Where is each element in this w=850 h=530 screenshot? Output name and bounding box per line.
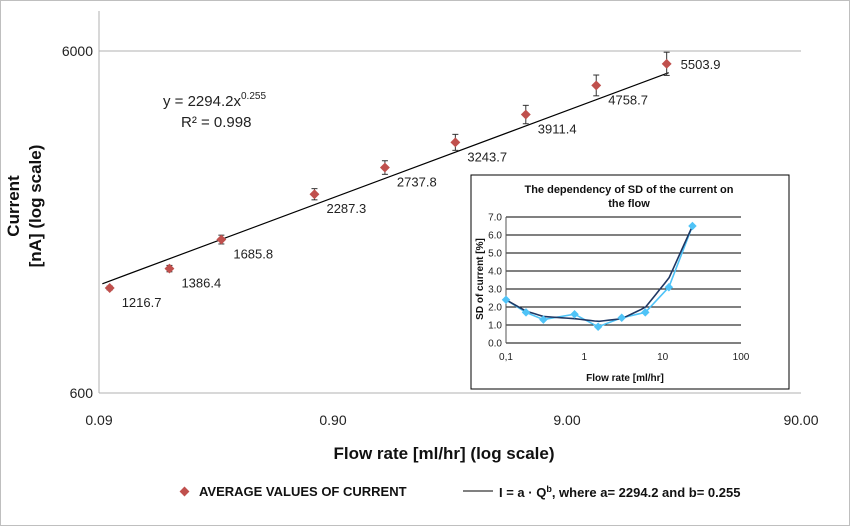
data-point bbox=[661, 58, 672, 69]
inset-data-point bbox=[501, 295, 511, 305]
data-point bbox=[520, 109, 531, 120]
inset-title-line1: The dependency of SD of the current on bbox=[524, 184, 733, 196]
inset-y-tick-label: 1.0 bbox=[488, 321, 502, 332]
inset-x-tick-label: 10 bbox=[657, 352, 669, 363]
data-point bbox=[591, 80, 602, 91]
main-x-tick-label: 90.00 bbox=[783, 412, 818, 428]
inset-y-tick-label: 4.0 bbox=[488, 267, 502, 278]
inset-data-point bbox=[593, 322, 603, 332]
data-label: 1216.7 bbox=[122, 295, 162, 310]
data-label: 5503.9 bbox=[681, 57, 721, 72]
inset-y-tick-label: 5.0 bbox=[488, 249, 502, 260]
inset-y-tick-label: 2.0 bbox=[488, 303, 502, 314]
inset-data-point bbox=[570, 309, 579, 319]
inset-data-point bbox=[641, 308, 650, 317]
inset-trend-line bbox=[505, 225, 694, 323]
data-point bbox=[450, 137, 461, 148]
main-x-axis-title: Flow rate [ml/hr] (log scale) bbox=[333, 444, 554, 463]
r-squared: R² = 0.998 bbox=[181, 114, 251, 131]
data-label: 3911.4 bbox=[538, 122, 577, 137]
inset-x-tick-label: 1 bbox=[582, 352, 588, 363]
main-x-tick-label: 0.90 bbox=[319, 412, 346, 428]
inset-title-line2: the flow bbox=[608, 198, 650, 210]
inset-y-tick-label: 7.0 bbox=[488, 213, 502, 224]
inset-x-axis-title: Flow rate [ml/hr] bbox=[586, 373, 664, 384]
inset-data-point bbox=[521, 308, 531, 317]
inset-y-tick-label: 6.0 bbox=[488, 231, 502, 242]
inset-x-tick-label: 100 bbox=[733, 352, 750, 363]
data-label: 1685.8 bbox=[233, 247, 273, 262]
inset-x-tick-label: 0,1 bbox=[499, 352, 513, 363]
data-label: 1386.4 bbox=[181, 276, 221, 291]
inset-frame bbox=[470, 174, 790, 390]
main-y-axis-title-line2: [nA] (log scale) bbox=[26, 145, 45, 268]
main-y-axis-title-line1: Current bbox=[4, 175, 23, 237]
inset-y-tick-label: 0.0 bbox=[488, 339, 502, 350]
data-label: 2287.3 bbox=[326, 201, 366, 216]
legend-entry-fit: I = a · Qb, where a= 2294.2 and b= 0.255 bbox=[499, 484, 740, 500]
data-point bbox=[379, 162, 390, 173]
data-label: 4758.7 bbox=[608, 92, 648, 107]
data-point bbox=[216, 234, 227, 245]
data-label: 3243.7 bbox=[467, 149, 507, 164]
data-label: 2737.8 bbox=[397, 175, 437, 190]
fit-line bbox=[102, 72, 669, 285]
main-x-tick-label: 9.00 bbox=[553, 412, 580, 428]
inset-data-point bbox=[664, 282, 674, 292]
legend: AVERAGE VALUES OF CURRENT I = a · Qb, wh… bbox=[179, 484, 740, 500]
inset-y-tick-label: 3.0 bbox=[488, 285, 502, 296]
main-y-tick-label: 600 bbox=[70, 385, 94, 401]
inset-data-point bbox=[539, 315, 548, 324]
legend-marker-diamond bbox=[179, 486, 190, 497]
data-point bbox=[309, 189, 320, 200]
legend-entry-average-values: AVERAGE VALUES OF CURRENT bbox=[199, 484, 407, 499]
main-x-tick-label: 0.09 bbox=[85, 412, 112, 428]
inset-y-axis-title: SD of current [%] bbox=[475, 238, 486, 320]
data-point bbox=[104, 283, 115, 293]
fit-equation: y = 2294.2x0.255 bbox=[163, 91, 266, 110]
inset-data-point bbox=[617, 313, 626, 323]
main-y-tick-label: 6000 bbox=[62, 43, 93, 59]
data-point bbox=[164, 263, 175, 274]
